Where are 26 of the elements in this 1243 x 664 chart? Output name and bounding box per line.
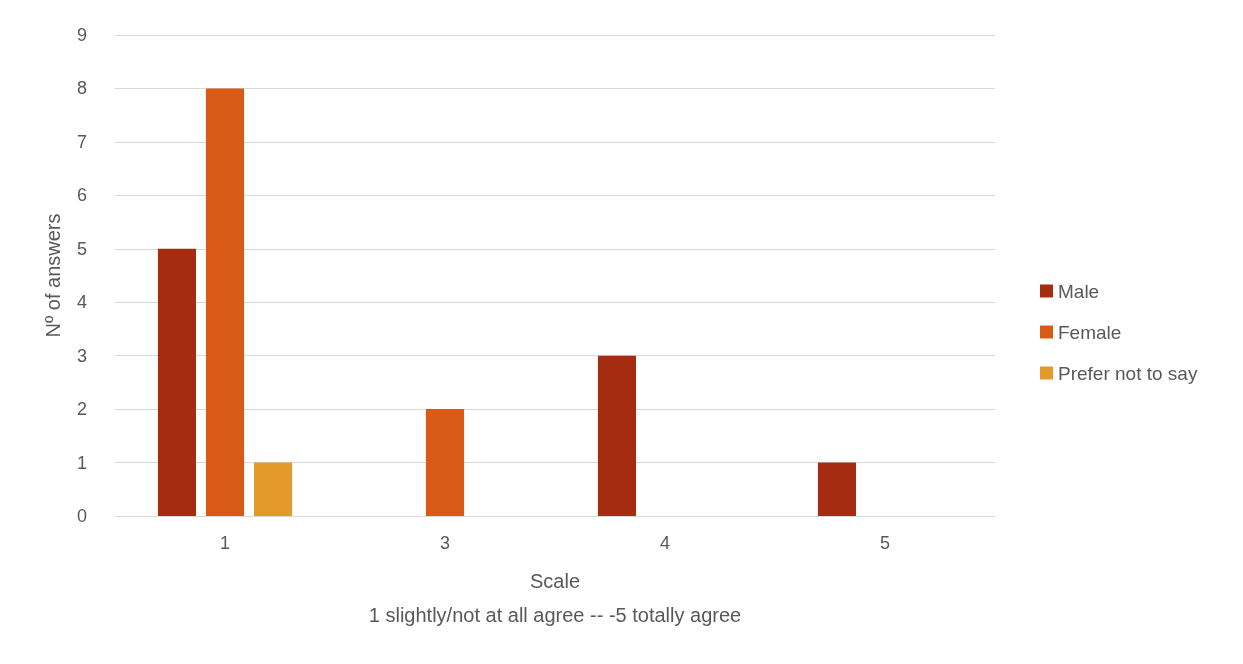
legend-label: Prefer not to say [1058,362,1198,384]
y-tick-label: 9 [76,25,87,45]
x-tick-label: 5 [879,533,891,553]
bar [253,462,293,516]
bar [597,355,637,516]
y-tick-label: 3 [76,345,87,366]
bar [157,248,197,516]
y-tick-label: 1 [76,452,87,473]
y-axis-title: Nº of answers [42,213,64,338]
y-tick-label: 6 [76,185,87,206]
y-tick-label: 5 [76,238,87,259]
bar [817,462,857,516]
x-tick-label: 1 [219,533,231,553]
y-tick-label: 8 [76,78,87,99]
legend-label: Female [1058,321,1122,343]
y-tick-label: 0 [76,506,87,526]
text: 1 slightly/not at all agree -- -5 totally agree [368,604,742,626]
y-tick-label: 2 [76,399,87,420]
bar [205,88,245,516]
legend-label: Male [1058,280,1100,302]
y-tick-label: 7 [76,131,87,152]
x-axis-title: Scale [529,570,581,592]
bar [425,409,465,516]
x-tick-label: 4 [659,533,671,553]
x-tick-label: 3 [439,533,451,553]
y-tick-label: 4 [76,292,87,313]
